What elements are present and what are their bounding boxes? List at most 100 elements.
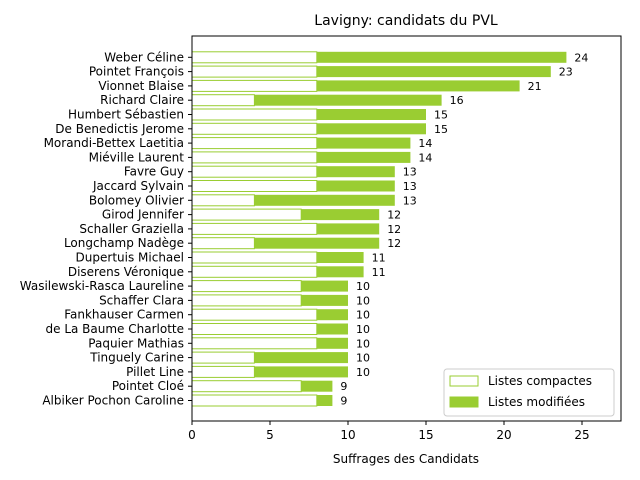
bar-compact-5: [191, 122, 318, 135]
category-label-13: Longchamp Nadège: [64, 236, 184, 250]
bar-modified-1: [316, 66, 551, 78]
bar-compact-2: [191, 79, 318, 92]
legend: Listes compactes Listes modifiées: [443, 368, 615, 417]
value-label-21: 10: [356, 352, 370, 365]
value-label-0: 24: [574, 51, 588, 64]
bar-modified-8: [316, 166, 395, 178]
category-label-10: Bolomey Olivier: [89, 193, 184, 207]
bar-compact-15: [191, 265, 318, 278]
bar-modified-5: [316, 123, 426, 135]
category-label-2: Vionnet Blaise: [98, 79, 184, 93]
bar-compact-21: [191, 351, 255, 364]
legend-swatch-1: [449, 396, 479, 408]
category-label-9: Jaccard Sylvain: [92, 179, 184, 193]
bar-modified-24: [316, 395, 333, 406]
x-tick-label-5: 25: [574, 428, 589, 442]
bar-modified-11: [301, 209, 380, 221]
bar-modified-14: [316, 252, 364, 263]
bar-modified-19: [316, 323, 348, 335]
category-label-8: Favre Guy: [124, 165, 184, 179]
value-label-14: 11: [372, 252, 386, 265]
x-tick-label-4: 20: [496, 428, 511, 442]
value-label-1: 23: [559, 66, 573, 79]
value-label-9: 13: [403, 180, 417, 193]
category-label-4: Humbert Sébastien: [68, 108, 184, 122]
bar-compact-16: [191, 280, 302, 293]
bar-compact-11: [191, 208, 302, 221]
value-label-24: 9: [340, 395, 347, 408]
chart-title: Lavigny: candidats du PVL: [314, 13, 498, 29]
bar-compact-20: [191, 337, 318, 350]
bar-modified-18: [316, 309, 348, 321]
bar-modified-2: [316, 80, 520, 92]
bar-compact-17: [191, 294, 302, 307]
category-label-1: Pointet François: [89, 65, 184, 79]
plot-area-frame: [191, 35, 622, 422]
bar-modified-17: [301, 294, 348, 306]
x-tick-label-3: 15: [418, 428, 433, 442]
value-label-6: 14: [418, 137, 432, 150]
category-label-7: Miéville Laurent: [89, 150, 185, 164]
bar-modified-6: [316, 137, 411, 149]
bar-compact-14: [191, 251, 318, 264]
bar-modified-4: [316, 109, 426, 120]
bar-compact-7: [191, 151, 318, 164]
value-label-10: 13: [403, 194, 417, 207]
value-label-20: 10: [356, 337, 370, 350]
bar-compact-8: [191, 165, 318, 178]
bar-compact-18: [191, 308, 318, 321]
value-label-12: 12: [387, 223, 401, 236]
bar-modified-16: [301, 280, 348, 292]
x-tick-label-1: 5: [266, 428, 274, 442]
value-label-23: 9: [340, 380, 347, 393]
legend-swatch-0: [449, 375, 479, 387]
x-tick-label-0: 0: [188, 428, 196, 442]
legend-entry-0: Listes compactes: [488, 374, 592, 388]
category-label-16: Wasilewski-Rasca Laureline: [20, 279, 184, 293]
value-label-17: 10: [356, 294, 370, 307]
value-label-11: 12: [387, 209, 401, 222]
bar-compact-3: [191, 94, 255, 107]
category-label-11: Girod Jennifer: [102, 208, 184, 222]
bar-compact-6: [191, 137, 318, 150]
bar-modified-0: [316, 51, 567, 63]
category-label-0: Weber Céline: [104, 50, 184, 64]
bar-compact-10: [191, 194, 255, 207]
bar-compact-0: [191, 51, 318, 64]
bar-compact-1: [191, 65, 318, 78]
category-label-3: Richard Claire: [100, 93, 184, 107]
value-label-3: 16: [450, 94, 464, 107]
bar-modified-3: [254, 94, 442, 106]
value-label-5: 15: [434, 123, 448, 136]
value-label-15: 11: [372, 266, 386, 279]
value-label-7: 14: [418, 151, 432, 164]
bar-modified-21: [254, 352, 348, 364]
bar-modified-20: [316, 337, 348, 349]
bar-modified-10: [254, 194, 395, 206]
category-label-14: Dupertuis Michael: [76, 251, 184, 265]
category-label-21: Tinguely Carine: [89, 351, 184, 365]
bar-modified-15: [316, 266, 364, 278]
bar-compact-19: [191, 323, 318, 335]
bar-compact-4: [191, 108, 318, 121]
value-label-8: 13: [403, 166, 417, 179]
category-label-24: Albiker Pochon Caroline: [42, 394, 184, 408]
category-label-23: Pointet Cloé: [112, 379, 184, 393]
value-label-19: 10: [356, 323, 370, 336]
value-label-22: 10: [356, 366, 370, 379]
value-label-18: 10: [356, 309, 370, 322]
bar-compact-22: [191, 365, 255, 378]
category-label-22: Pillet Line: [126, 365, 184, 379]
bar-compact-9: [191, 180, 318, 192]
category-label-20: Paquier Mathias: [88, 336, 184, 350]
x-tick-label-2: 10: [340, 428, 355, 442]
category-label-19: de La Baume Charlotte: [46, 322, 185, 336]
bar-compact-23: [191, 380, 302, 393]
value-label-4: 15: [434, 109, 448, 122]
category-label-17: Schaffer Clara: [99, 293, 184, 307]
legend-box: [443, 368, 615, 417]
bar-compact-24: [191, 394, 318, 407]
category-label-5: De Benedictis Jerome: [55, 122, 184, 136]
legend-entry-1: Listes modifiées: [488, 395, 585, 409]
